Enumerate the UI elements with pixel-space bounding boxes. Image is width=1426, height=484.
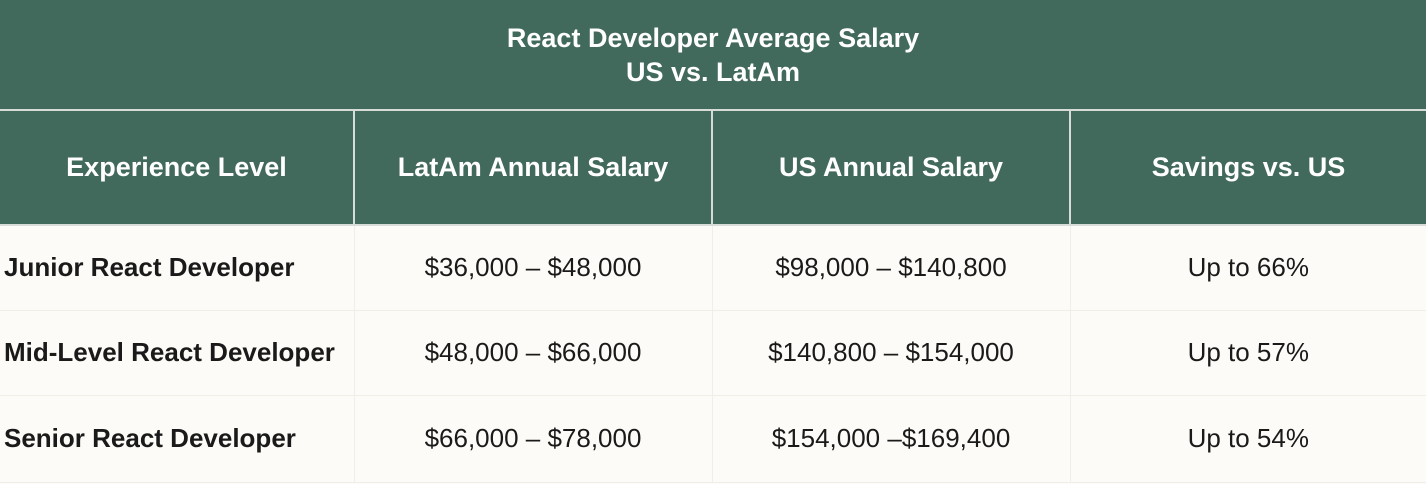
- savings-cell: Up to 57%: [1069, 310, 1426, 396]
- us-salary-cell: $98,000 – $140,800: [711, 225, 1070, 311]
- table-title: React Developer Average Salary US vs. La…: [0, 0, 1426, 111]
- column-header-row: Experience Level LatAm Annual Salary US …: [0, 110, 1426, 226]
- column-header-latam-salary: LatAm Annual Salary: [353, 110, 712, 226]
- table-title-line-1: React Developer Average Salary: [506, 22, 920, 53]
- experience-level-cell: Junior React Developer: [0, 225, 354, 311]
- column-header-us-salary: US Annual Salary: [711, 110, 1070, 226]
- table-title-line-2: US vs. LatAm: [625, 56, 801, 87]
- latam-salary-cell: $66,000 – $78,000: [353, 395, 712, 483]
- table-row: Senior React Developer $66,000 – $78,000…: [0, 395, 1426, 483]
- column-header-experience-level: Experience Level: [0, 110, 354, 226]
- table-row: Mid-Level React Developer $48,000 – $66,…: [0, 310, 1426, 396]
- us-salary-cell: $154,000 –$169,400: [711, 395, 1070, 483]
- experience-level-cell: Senior React Developer: [0, 395, 354, 483]
- column-header-savings: Savings vs. US: [1068, 110, 1426, 226]
- experience-level-cell: Mid-Level React Developer: [0, 310, 354, 396]
- latam-salary-cell: $36,000 – $48,000: [353, 225, 712, 311]
- savings-cell: Up to 54%: [1069, 395, 1426, 483]
- latam-salary-cell: $48,000 – $66,000: [353, 310, 712, 396]
- us-salary-cell: $140,800 – $154,000: [711, 310, 1070, 396]
- table-title-row: React Developer Average Salary US vs. La…: [0, 0, 1426, 111]
- table-row: Junior React Developer $36,000 – $48,000…: [0, 225, 1426, 311]
- savings-cell: Up to 66%: [1069, 225, 1426, 311]
